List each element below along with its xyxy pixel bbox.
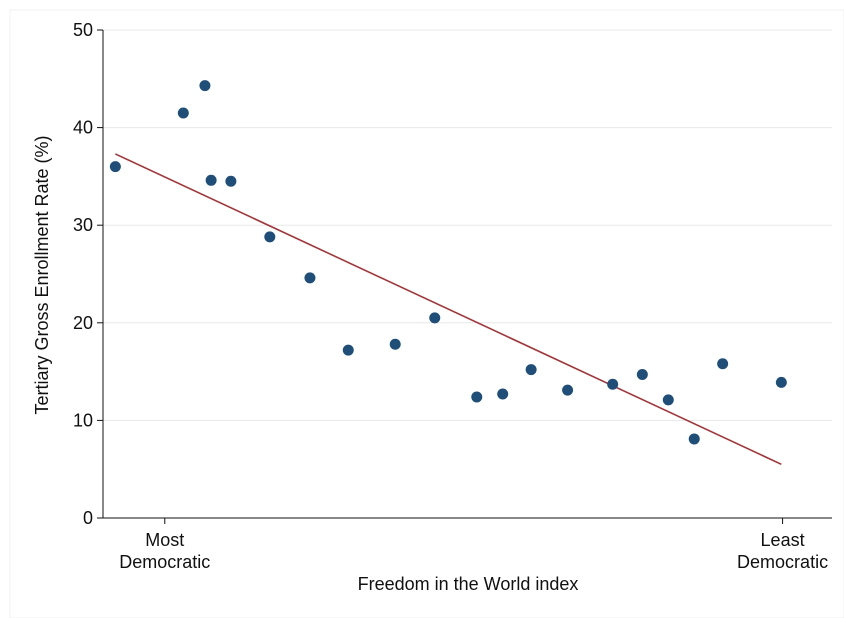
x-tick-label: Least [761,530,805,550]
y-tick-label: 20 [73,313,93,333]
x-tick-label: Democratic [737,552,828,572]
data-point [717,358,729,370]
data-point [562,384,574,396]
x-axis-label: Freedom in the World index [358,574,579,594]
data-point [109,161,121,173]
y-tick-label: 0 [83,508,93,528]
data-point [688,433,700,445]
data-point [607,378,619,390]
data-point [471,391,483,403]
y-axis-label: Tertiary Gross Enrollment Rate (%) [32,135,52,414]
data-point [205,174,217,186]
data-point [389,338,401,350]
x-tick-label: Most [145,530,184,550]
data-point [662,394,674,406]
data-point [199,80,211,92]
y-tick-label: 40 [73,118,93,138]
data-point [429,312,441,324]
data-point [225,175,237,187]
data-point [264,231,276,243]
fit-line [115,153,782,466]
data-point [177,107,189,119]
data-point [525,364,537,376]
data-points [109,80,787,445]
data-point [636,369,648,381]
data-point [775,376,787,388]
data-point [304,272,316,284]
data-point [497,388,509,400]
y-tick-label: 50 [73,20,93,40]
y-tick-label: 30 [73,215,93,235]
data-point [342,344,354,356]
y-tick-label: 10 [73,410,93,430]
x-tick-label: Democratic [119,552,210,572]
outer-frame [9,9,844,618]
fit-line-group [115,153,782,466]
axes [97,29,832,524]
